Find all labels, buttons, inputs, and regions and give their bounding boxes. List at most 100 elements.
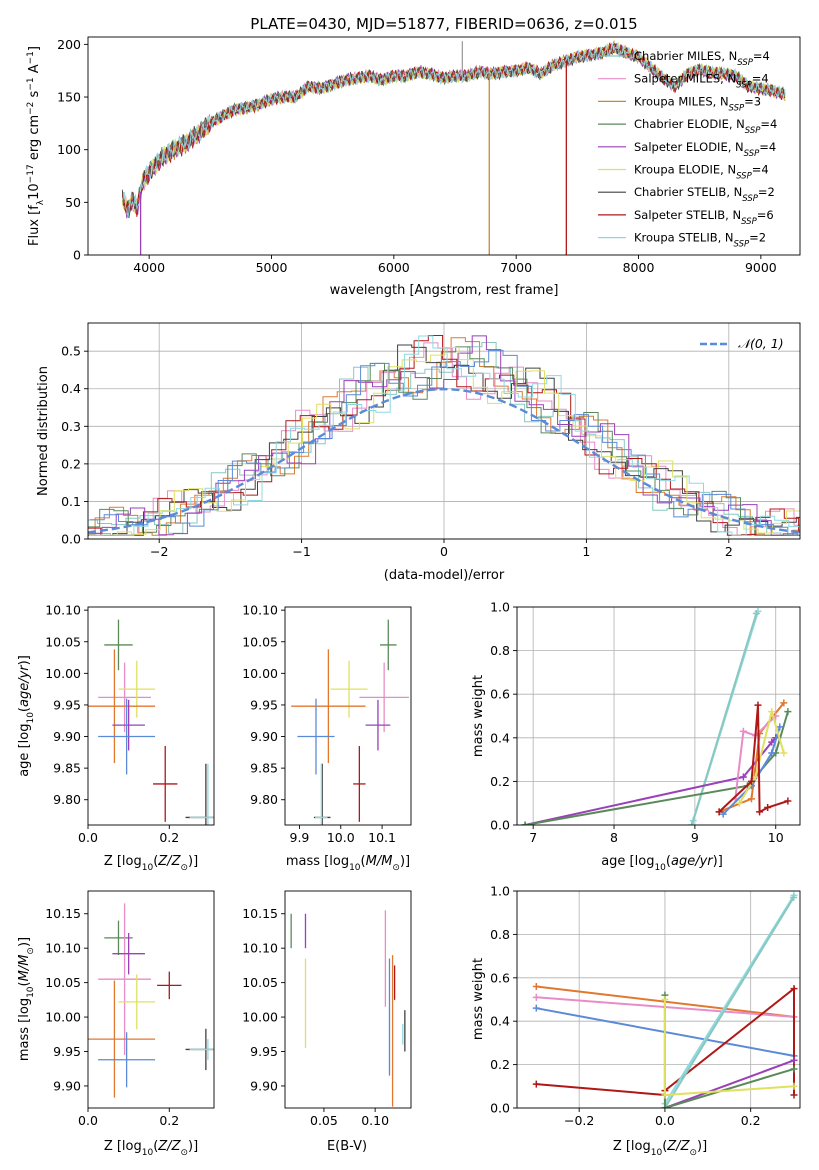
x-tick-label: 10 [768, 830, 784, 845]
x-tick-label: 0.2 [159, 830, 179, 845]
series-marker [768, 738, 776, 746]
x-tick-label: −2 [150, 544, 168, 559]
errorbar-point [118, 660, 156, 718]
y-tick-label: 0.4 [490, 730, 510, 745]
x-tick-label: 8 [610, 830, 618, 845]
x-tick-label: 10.0 [327, 830, 355, 845]
axes-frame [516, 606, 801, 826]
series-marker [768, 749, 776, 757]
series-marker [790, 1056, 798, 1064]
errorbar-point [104, 619, 133, 671]
y-tick-label: 0.4 [490, 1014, 510, 1029]
y-axis-label: mass weight [471, 675, 486, 757]
legend: Chabrier MILES, NSSP=4 Salpeter MILES, NS… [598, 49, 777, 250]
y-tick-label: 0.8 [490, 643, 510, 658]
y-tick-label: 0 [73, 248, 81, 263]
x-tick-label: 8000 [623, 260, 655, 275]
series-marker [790, 985, 798, 993]
series-line [690, 613, 758, 825]
series-marker [735, 799, 743, 807]
x-tick-label: 9000 [745, 260, 777, 275]
figure-title: PLATE=0430, MJD=51877, FIBERID=0636, z=0… [250, 15, 637, 33]
legend-entry: Kroupa MILES, NSSP=3 [634, 94, 761, 113]
x-tick-label: 0.05 [310, 1113, 338, 1128]
x-tick-label: 2 [725, 544, 733, 559]
series-marker [739, 727, 747, 735]
y-tick-label: 9.90 [53, 729, 81, 744]
legend-entry: Kroupa STELIB, NSSP=2 [634, 231, 766, 250]
axes-frame [516, 890, 801, 1109]
y-tick-label: 9.90 [250, 1078, 278, 1093]
y-tick-label: 10.05 [45, 634, 81, 649]
axes-mass-vs-EBV: 0.05 0.10 9.90 9.95 10.00 10.05 10.10 10.15 E(B-… [242, 890, 412, 1154]
series-marker [756, 808, 764, 816]
x-tick-label: 10.1 [368, 830, 396, 845]
errorbar-point [98, 662, 151, 733]
series-marker [688, 821, 696, 825]
plot-area [532, 891, 798, 1108]
spectrum-line [121, 42, 786, 218]
errorbar-point [118, 974, 156, 1030]
x-axis-label: (data-model)/error [384, 568, 505, 583]
x-tick-label: −0.2 [564, 1113, 594, 1128]
axes-age-vs-Z: 0.0 0.2 9.80 9.85 9.90 9.95 10.00 10.05 10.10 Z [… [17, 603, 215, 873]
y-tick-label: 10.15 [45, 906, 81, 921]
series-line [524, 737, 777, 825]
y-tick-label: 0.0 [490, 818, 510, 833]
series-line [524, 711, 789, 825]
histogram-step [88, 342, 800, 536]
y-tick-label: 0.2 [61, 456, 81, 471]
y-axis-label: Flux [fλ10−17 erg cm−2 s−1 A−1] [26, 46, 46, 246]
errorbar-point [98, 1032, 156, 1088]
y-tick-label: 10.15 [242, 906, 278, 921]
series [688, 610, 760, 825]
axes-age-vs-mass: 9.9 10.0 10.1 9.80 9.85 9.90 9.95 10.00 10.05 10.… [242, 603, 412, 873]
y-tick-label: 9.95 [250, 697, 278, 712]
errorbar-point [189, 763, 214, 825]
errorbar-point [112, 699, 145, 751]
errorbar-point [98, 903, 151, 1055]
plot-area [88, 335, 800, 536]
series-marker [776, 723, 784, 731]
gaussian-curve [88, 387, 800, 534]
errorbar-point [291, 649, 366, 764]
x-tick-label: 0.10 [361, 1113, 389, 1128]
plot-area [88, 903, 214, 1098]
y-tick-label: 9.95 [250, 1044, 278, 1059]
y-tick-label: 0.8 [490, 927, 510, 942]
x-axis-label: Z [log10(Z/Z⊙)] [104, 1139, 198, 1158]
y-tick-label: 50 [65, 195, 81, 210]
y-tick-label: 0.5 [61, 344, 81, 359]
errorbar-point [104, 920, 133, 956]
series-line [664, 896, 795, 1108]
y-tick-label: 10.05 [242, 634, 278, 649]
x-axis-label: Z [log10(Z/Z⊙)] [613, 1139, 707, 1158]
series-marker [532, 982, 540, 990]
series-line [722, 726, 781, 815]
y-tick-label: 150 [57, 90, 81, 105]
y-tick-label: 9.95 [53, 1044, 81, 1059]
series-marker [780, 699, 788, 707]
y-tick-label: 10.00 [45, 1010, 81, 1025]
series-line [734, 715, 777, 799]
axes-spectrum: 4000 5000 6000 7000 8000 9000 0 50 100 150 200 wave… [26, 36, 801, 298]
series-marker [790, 894, 798, 902]
errorbar-point [330, 660, 368, 718]
legend-entry: Salpeter ELODIE, NSSP=4 [634, 140, 776, 159]
y-tick-label: 9.90 [53, 1078, 81, 1093]
plot-area [291, 619, 409, 825]
legend-entry: Chabrier MILES, NSSP=4 [634, 49, 770, 68]
y-tick-label: 0.1 [61, 494, 81, 509]
x-tick-label: 0.2 [159, 1113, 179, 1128]
series-marker [715, 808, 723, 816]
plot-area [521, 607, 792, 825]
series-marker [747, 777, 755, 785]
series-marker [719, 810, 727, 818]
axes-residuals: −2 −1 0 1 2 0.0 0.1 0.2 0.3 0.4 0.5 𝒩(0, 1) (data-mo… [36, 322, 801, 583]
histogram-step [90, 349, 800, 536]
y-tick-label: 9.85 [53, 761, 81, 776]
y-tick-label: 0.0 [490, 1101, 510, 1116]
legend-entry: Salpeter MILES, NSSP=4 [634, 72, 769, 91]
plot-area [290, 910, 406, 1107]
series-line [664, 1059, 795, 1108]
